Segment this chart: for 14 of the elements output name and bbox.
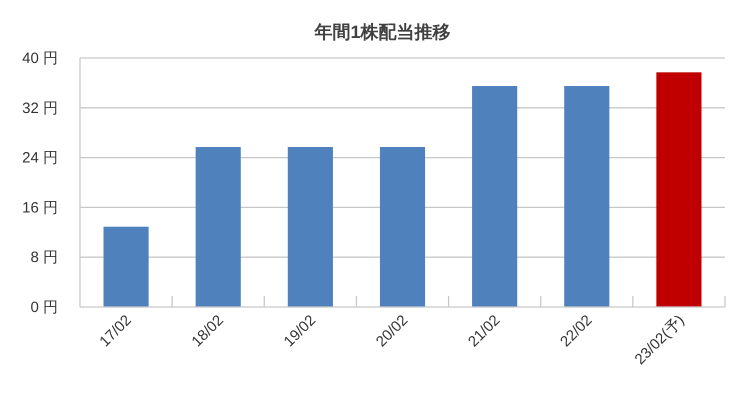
chart-title: 年間1株配当推移 <box>313 22 451 42</box>
bar <box>196 147 241 307</box>
y-tick-label: 0 円 <box>30 299 58 316</box>
bar <box>380 147 426 307</box>
y-tick-label: 24 円 <box>22 150 58 167</box>
bar <box>288 147 333 307</box>
y-tick-label: 16 円 <box>22 199 58 216</box>
bar <box>656 72 702 307</box>
bar <box>472 86 518 307</box>
bar <box>564 86 610 307</box>
y-tick-label: 32 円 <box>22 100 58 117</box>
bar <box>103 226 149 307</box>
y-tick-label: 40 円 <box>22 50 58 67</box>
y-tick-label: 8 円 <box>30 249 58 266</box>
